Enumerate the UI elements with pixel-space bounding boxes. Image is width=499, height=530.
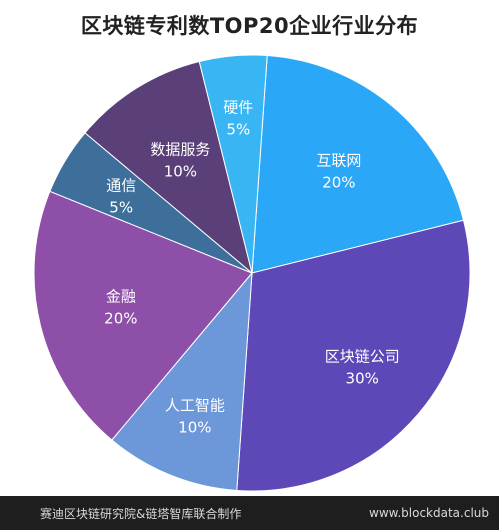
footer-source: 赛迪区块链研究院&链塔智库联合制作 <box>40 506 242 521</box>
slice-value-telecom: 5% <box>109 198 133 216</box>
slice-label-data-service: 数据服务 <box>150 140 210 158</box>
footer-url: www.blockdata.club <box>369 506 489 520</box>
slice-label-ai: 人工智能 <box>165 396 225 414</box>
pie-slice-data-service <box>84 60 253 275</box>
slice-value-data-service: 10% <box>164 162 197 180</box>
slice-value-finance: 20% <box>104 310 137 328</box>
pie-slice-internet <box>251 54 465 274</box>
pie-labels: 互联网 20% 区块链公司 30% 人工智能 10% 金融 20% 通信 5% 数据服务 10% 硬件 5… <box>104 99 400 437</box>
chart-title: 区块链专利数TOP20企业行业分布 <box>80 14 419 38</box>
slice-label-hardware: 硬件 <box>223 99 253 117</box>
pie-slice-hardware <box>198 54 268 274</box>
slice-value-ai: 10% <box>178 418 211 436</box>
pie-slice-finance <box>33 190 253 441</box>
pie-slices <box>33 54 471 492</box>
footer-bar: 赛迪区块链研究院&链塔智库联合制作 www.blockdata.club <box>0 496 499 530</box>
slice-label-finance: 金融 <box>106 288 136 306</box>
slice-label-internet: 互联网 <box>316 151 361 169</box>
slice-label-blockchain-company: 区块链公司 <box>325 347 400 365</box>
slice-value-hardware: 5% <box>226 121 250 139</box>
slice-label-telecom: 通信 <box>106 176 136 194</box>
slice-value-blockchain-company: 30% <box>346 369 379 387</box>
pie-slice-blockchain-company <box>236 219 471 492</box>
slice-value-internet: 20% <box>322 173 355 191</box>
pie-slice-ai <box>111 271 253 492</box>
